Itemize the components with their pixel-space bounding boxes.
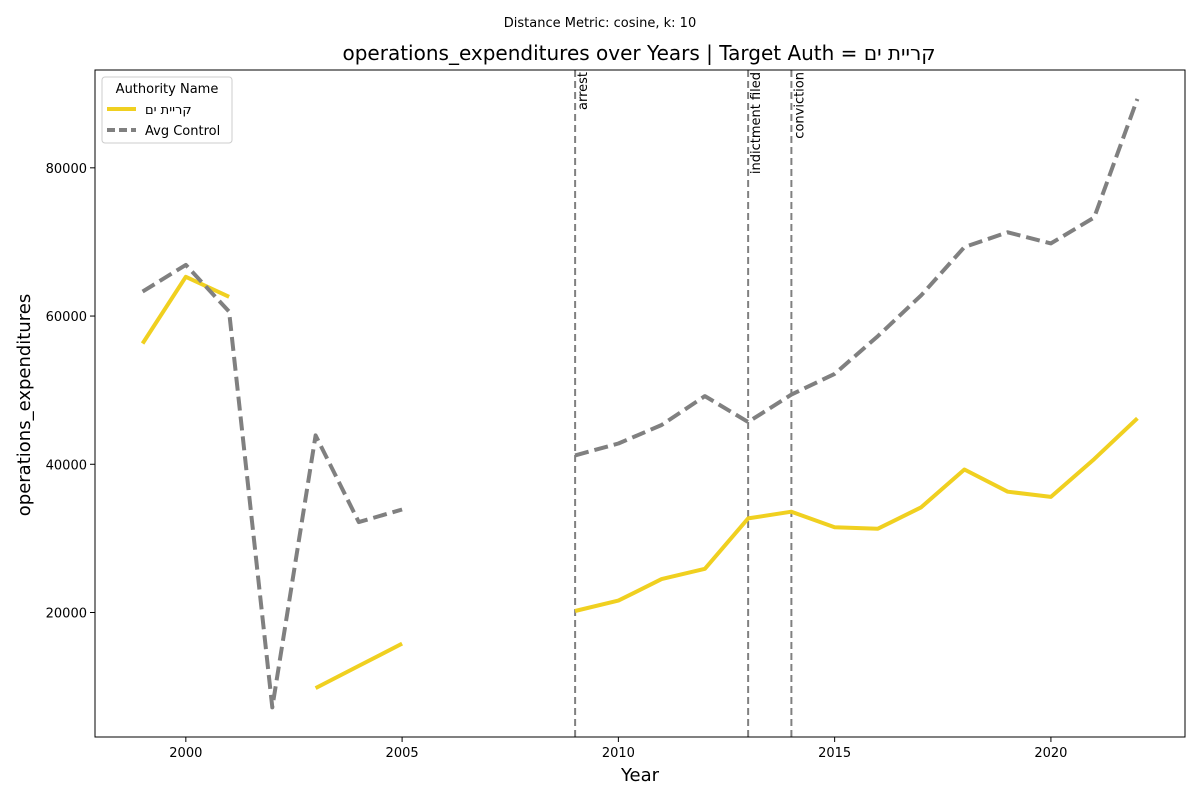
plot-frame [94,69,1186,738]
legend-title: Authority Name [116,82,219,97]
avg-control-line [141,262,403,710]
x-tick-label: 2005 [386,746,419,761]
x-tick-label: 2015 [818,746,851,761]
y-tick-label: 20000 [46,606,87,621]
event-label: conviction [792,72,807,139]
x-tick-label: 2000 [169,746,202,761]
target-authority-line [314,641,404,690]
x-tick-label: 2020 [1034,746,1067,761]
x-axis-label: Year [620,765,660,786]
y-axis-label: operations_expenditures [14,294,35,516]
target-authority-line [574,416,1139,613]
target-authority-line [140,274,230,345]
legend-entry-label: Avg Control [145,124,220,139]
y-tick-label: 80000 [46,162,87,177]
plot-area: arrest indictment filed conviction [140,70,1140,737]
chart-suptitle: Distance Metric: cosine, k: 10 [504,16,696,31]
chart-title: operations_expenditures over Years | Tar… [343,41,936,65]
avg-control-line [574,98,1140,458]
legend-box [101,76,233,144]
x-tick-label: 2010 [602,746,635,761]
y-tick-label: 60000 [46,310,87,325]
event-label: indictment filed [749,72,764,174]
legend: Authority Name קריית ים Avg Control [101,76,233,144]
y-tick-label: 40000 [46,458,87,473]
legend-entry-label: קריית ים [145,103,192,118]
event-label: arrest [576,72,591,110]
